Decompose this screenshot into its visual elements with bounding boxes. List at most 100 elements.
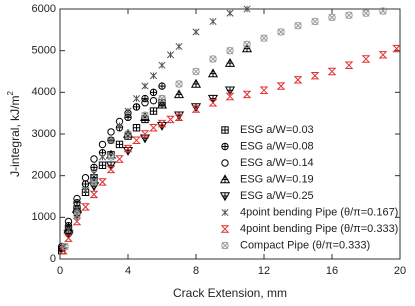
point: [224, 57, 236, 67]
point: [241, 43, 253, 53]
marker-part: [277, 28, 285, 36]
marker-part: [221, 241, 229, 250]
point: [139, 134, 151, 144]
marker-part: [90, 182, 98, 190]
marker-part: [293, 76, 303, 84]
x-tick-label: 16: [326, 265, 338, 277]
point: [98, 178, 107, 186]
marker-part: [90, 178, 98, 186]
point: [175, 42, 183, 51]
point: [344, 61, 354, 69]
legend-marker: [221, 159, 229, 167]
marker-part: [192, 67, 200, 76]
point: [89, 190, 99, 199]
marker-part: [175, 91, 183, 98]
marker-part: [116, 141, 123, 148]
marker-part: [81, 174, 90, 182]
point: [174, 113, 184, 122]
marker-part: [123, 144, 133, 153]
marker-part: [61, 242, 69, 251]
point: [361, 55, 371, 63]
point: [392, 44, 402, 53]
point: [73, 205, 81, 213]
marker-part: [98, 178, 107, 186]
point: [115, 155, 124, 163]
x-axis-label: Crack Extension, mm: [173, 286, 287, 300]
marker-part: [124, 130, 132, 138]
legend-marker: [221, 142, 229, 151]
marker-part: [191, 105, 201, 113]
x-tick-label: 0: [57, 265, 63, 277]
y-tick-label: 4000: [32, 86, 56, 98]
legend-label: 4point bending Pipe (θ/π=0.167): [240, 206, 398, 218]
point: [81, 180, 90, 188]
marker-part: [221, 143, 229, 150]
point: [81, 186, 90, 194]
marker-part: [99, 162, 106, 169]
marker-part: [158, 94, 166, 103]
marker-part: [243, 40, 251, 49]
marker-part: [328, 13, 336, 22]
point: [124, 107, 132, 115]
point: [294, 21, 302, 30]
marker-part: [73, 211, 81, 219]
marker-part: [344, 61, 354, 69]
legend-label: ESG a/W=0.03: [240, 124, 314, 136]
x-tick-label: 8: [193, 265, 199, 277]
point: [140, 130, 150, 138]
marker-part: [61, 242, 69, 251]
y-axis-label-sup: 2: [6, 91, 15, 96]
point: [277, 28, 285, 36]
marker-part: [345, 11, 353, 19]
point: [141, 111, 149, 119]
marker-part: [277, 28, 285, 36]
point: [149, 107, 158, 115]
marker-part: [90, 155, 98, 163]
marker-part: [362, 9, 370, 17]
marker-part: [243, 40, 251, 48]
point: [362, 9, 370, 17]
point: [107, 136, 115, 144]
marker-part: [379, 7, 387, 15]
marker-part: [175, 80, 183, 88]
marker-part: [328, 13, 336, 21]
y-tick-label: 2000: [32, 170, 56, 182]
point: [276, 82, 286, 90]
marker-part: [209, 95, 217, 102]
point: [98, 161, 107, 169]
point: [90, 155, 98, 163]
marker-part: [115, 155, 124, 163]
point: [224, 86, 236, 96]
point: [98, 140, 107, 149]
marker-part: [221, 176, 229, 183]
marker-part: [158, 95, 166, 103]
point: [123, 144, 133, 153]
point: [226, 9, 234, 17]
marker-part: [141, 111, 149, 119]
point: [190, 78, 202, 88]
y-axis-label: J-integral, kJ/m2: [6, 91, 22, 177]
marker-part: [150, 89, 157, 96]
point: [90, 163, 98, 172]
point: [132, 103, 141, 111]
x-tick-label: 12: [258, 265, 270, 277]
legend-label: ESG a/W=0.08: [240, 140, 314, 152]
point: [81, 174, 90, 182]
marker-part: [259, 86, 269, 94]
point: [260, 34, 268, 42]
point: [379, 7, 387, 15]
marker-part: [82, 180, 89, 188]
point: [81, 203, 90, 211]
legend-marker: [221, 126, 229, 134]
y-tick-label: 6000: [32, 3, 56, 15]
marker-part: [64, 234, 73, 242]
marker-part: [294, 22, 302, 30]
plot-area: [58, 5, 402, 255]
point: [158, 61, 166, 69]
point: [327, 67, 337, 76]
marker-part: [175, 80, 183, 88]
marker-part: [392, 44, 402, 53]
marker-part: [149, 96, 158, 105]
x-tick-label: 4: [125, 265, 131, 277]
